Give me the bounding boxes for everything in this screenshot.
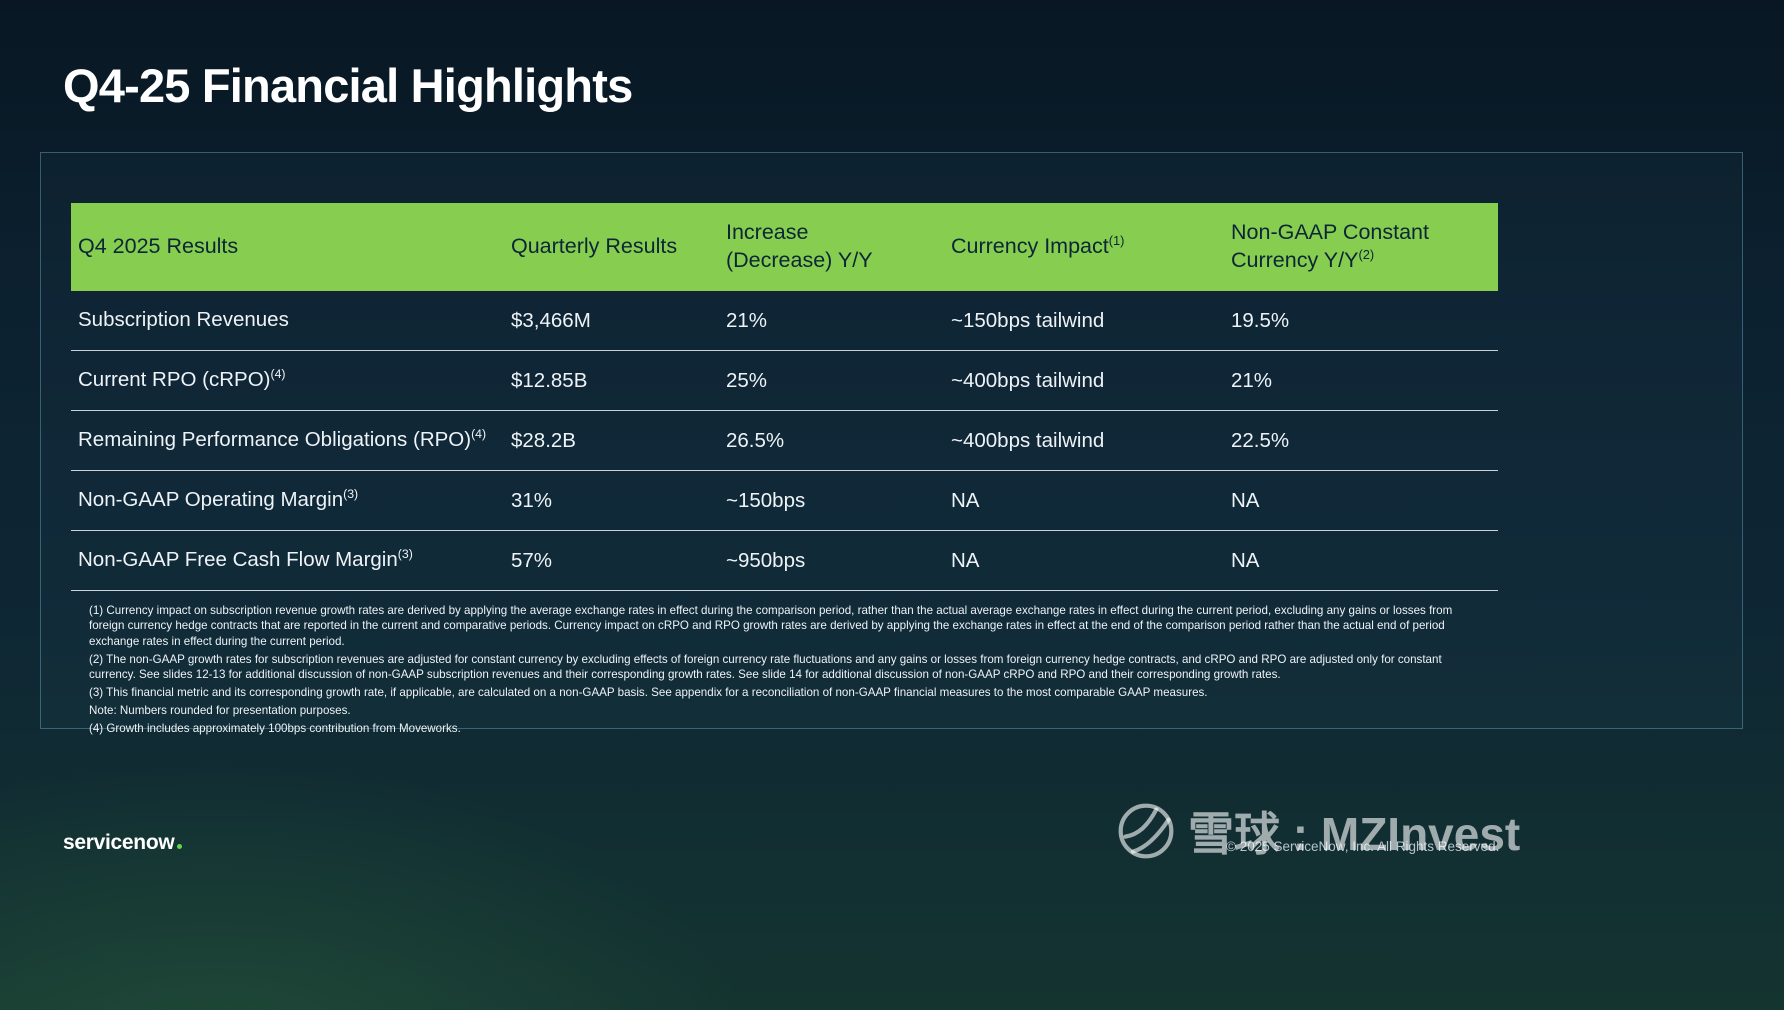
- constant-currency-cell: NA: [1224, 471, 1498, 530]
- yoy-cell: 26.5%: [719, 411, 944, 470]
- currency-impact-cell: NA: [944, 531, 1224, 590]
- header-cell-results: Q4 2025 Results: [71, 203, 504, 291]
- metric-label: Current RPO (cRPO): [78, 368, 271, 392]
- currency-impact-cell: ~150bps tailwind: [944, 291, 1224, 350]
- header-label: Currency Impact: [951, 234, 1109, 259]
- metric-cell: Current RPO (cRPO)(4): [71, 351, 504, 410]
- cell-value: NA: [1231, 488, 1260, 512]
- metric-footnote-ref: (4): [471, 427, 487, 442]
- header-label: Non-GAAP Constant Currency Y/Y: [1231, 220, 1429, 272]
- cell-value: ~150bps tailwind: [951, 308, 1105, 332]
- header-label: Increase (Decrease) Y/Y: [726, 220, 873, 272]
- header-cell-currency-impact: Currency Impact(1): [944, 203, 1224, 291]
- constant-currency-cell: 21%: [1224, 351, 1498, 410]
- header-footnote-ref: (1): [1108, 233, 1125, 249]
- quarterly-cell: 31%: [504, 471, 719, 530]
- metric-footnote-ref: (3): [397, 547, 413, 562]
- metric-label: Non-GAAP Free Cash Flow Margin: [78, 548, 398, 572]
- constant-currency-cell: 19.5%: [1224, 291, 1498, 350]
- yoy-cell: 21%: [719, 291, 944, 350]
- footnote-note: Note: Numbers rounded for presentation p…: [89, 703, 351, 717]
- metric-cell: Subscription Revenues: [71, 291, 504, 350]
- cell-value: NA: [1231, 548, 1260, 572]
- table-row: Current RPO (cRPO)(4) $12.85B 25% ~400bp…: [71, 351, 1498, 411]
- servicenow-logo-text: servicenow: [63, 831, 175, 854]
- cell-value: ~150bps: [726, 488, 806, 512]
- cell-value: 25%: [726, 368, 768, 392]
- cell-value: $12.85B: [511, 368, 588, 392]
- constant-currency-cell: NA: [1224, 531, 1498, 590]
- metric-label: Subscription Revenues: [78, 308, 289, 332]
- quarterly-cell: $3,466M: [504, 291, 719, 350]
- copyright-text: © 2025 ServiceNow, Inc. All Rights Reser…: [1226, 839, 1500, 854]
- table-header-row: Q4 2025 Results Quarterly Results Increa…: [71, 203, 1498, 291]
- yoy-cell: ~150bps: [719, 471, 944, 530]
- cell-value: $3,466M: [511, 308, 591, 332]
- footnote-3: (3) This financial metric and its corres…: [89, 686, 1208, 700]
- quarterly-cell: $28.2B: [504, 411, 719, 470]
- metric-footnote-ref: (4): [270, 367, 286, 382]
- snowball-watermark-icon: [1118, 803, 1174, 859]
- logo-dot: [177, 844, 183, 849]
- header-cell-quarterly: Quarterly Results: [504, 203, 719, 291]
- yoy-cell: 25%: [719, 351, 944, 410]
- header-label: Quarterly Results: [511, 234, 678, 259]
- cell-value: 22.5%: [1231, 428, 1290, 452]
- cell-value: $28.2B: [511, 428, 576, 452]
- cell-value: ~950bps: [726, 548, 806, 572]
- cell-value: ~400bps tailwind: [951, 368, 1105, 392]
- currency-impact-cell: ~400bps tailwind: [944, 351, 1224, 410]
- currency-impact-cell: NA: [944, 471, 1224, 530]
- cell-value: 21%: [726, 308, 768, 332]
- quarterly-cell: 57%: [504, 531, 719, 590]
- results-panel: Q4 2025 Results Quarterly Results Increa…: [40, 152, 1743, 735]
- header-footnote-ref: (2): [1358, 246, 1375, 262]
- constant-currency-cell: 22.5%: [1224, 411, 1498, 470]
- cell-value: NA: [951, 488, 980, 512]
- header-label: Q4 2025 Results: [78, 234, 239, 259]
- quarterly-cell: $12.85B: [504, 351, 719, 410]
- table-row: Remaining Performance Obligations (RPO)(…: [71, 411, 1498, 471]
- cell-value: 21%: [1231, 368, 1273, 392]
- results-table: Q4 2025 Results Quarterly Results Increa…: [71, 203, 1498, 591]
- cell-value: 26.5%: [726, 428, 785, 452]
- watermark-text: 雪球 : MZInvest: [1188, 808, 1521, 860]
- header-cell-yoy: Increase (Decrease) Y/Y: [719, 203, 944, 291]
- page-title: Q4-25 Financial Highlights: [63, 59, 633, 112]
- watermark: 雪球 : MZInvest: [1116, 798, 1520, 864]
- footnote-1: (1) Currency impact on subscription reve…: [89, 604, 1453, 648]
- cell-value: 19.5%: [1231, 308, 1290, 332]
- cell-value: 57%: [511, 548, 553, 572]
- metric-cell: Non-GAAP Free Cash Flow Margin(3): [71, 531, 504, 590]
- cell-value: NA: [951, 548, 980, 572]
- metric-label: Non-GAAP Operating Margin: [78, 488, 344, 512]
- footnote-4: (4) Growth includes approximately 100bps…: [89, 721, 461, 735]
- footnote-2: (2) The non-GAAP growth rates for subscr…: [89, 652, 1442, 682]
- metric-label: Remaining Performance Obligations (RPO): [78, 428, 472, 452]
- table-row: Non-GAAP Free Cash Flow Margin(3) 57% ~9…: [71, 531, 1498, 591]
- footnotes: (1) Currency impact on subscription reve…: [89, 603, 1489, 736]
- metric-cell: Remaining Performance Obligations (RPO)(…: [71, 411, 504, 470]
- table-row: Non-GAAP Operating Margin(3) 31% ~150bps…: [71, 471, 1498, 531]
- cell-value: 31%: [511, 488, 553, 512]
- cell-value: ~400bps tailwind: [951, 428, 1105, 452]
- metric-cell: Non-GAAP Operating Margin(3): [71, 471, 504, 530]
- metric-footnote-ref: (3): [343, 487, 359, 502]
- servicenow-logo: servicenow: [63, 831, 183, 855]
- table-row: Subscription Revenues $3,466M 21% ~150bp…: [71, 291, 1498, 351]
- yoy-cell: ~950bps: [719, 531, 944, 590]
- header-cell-constant-currency: Non-GAAP Constant Currency Y/Y(2): [1224, 203, 1498, 291]
- currency-impact-cell: ~400bps tailwind: [944, 411, 1224, 470]
